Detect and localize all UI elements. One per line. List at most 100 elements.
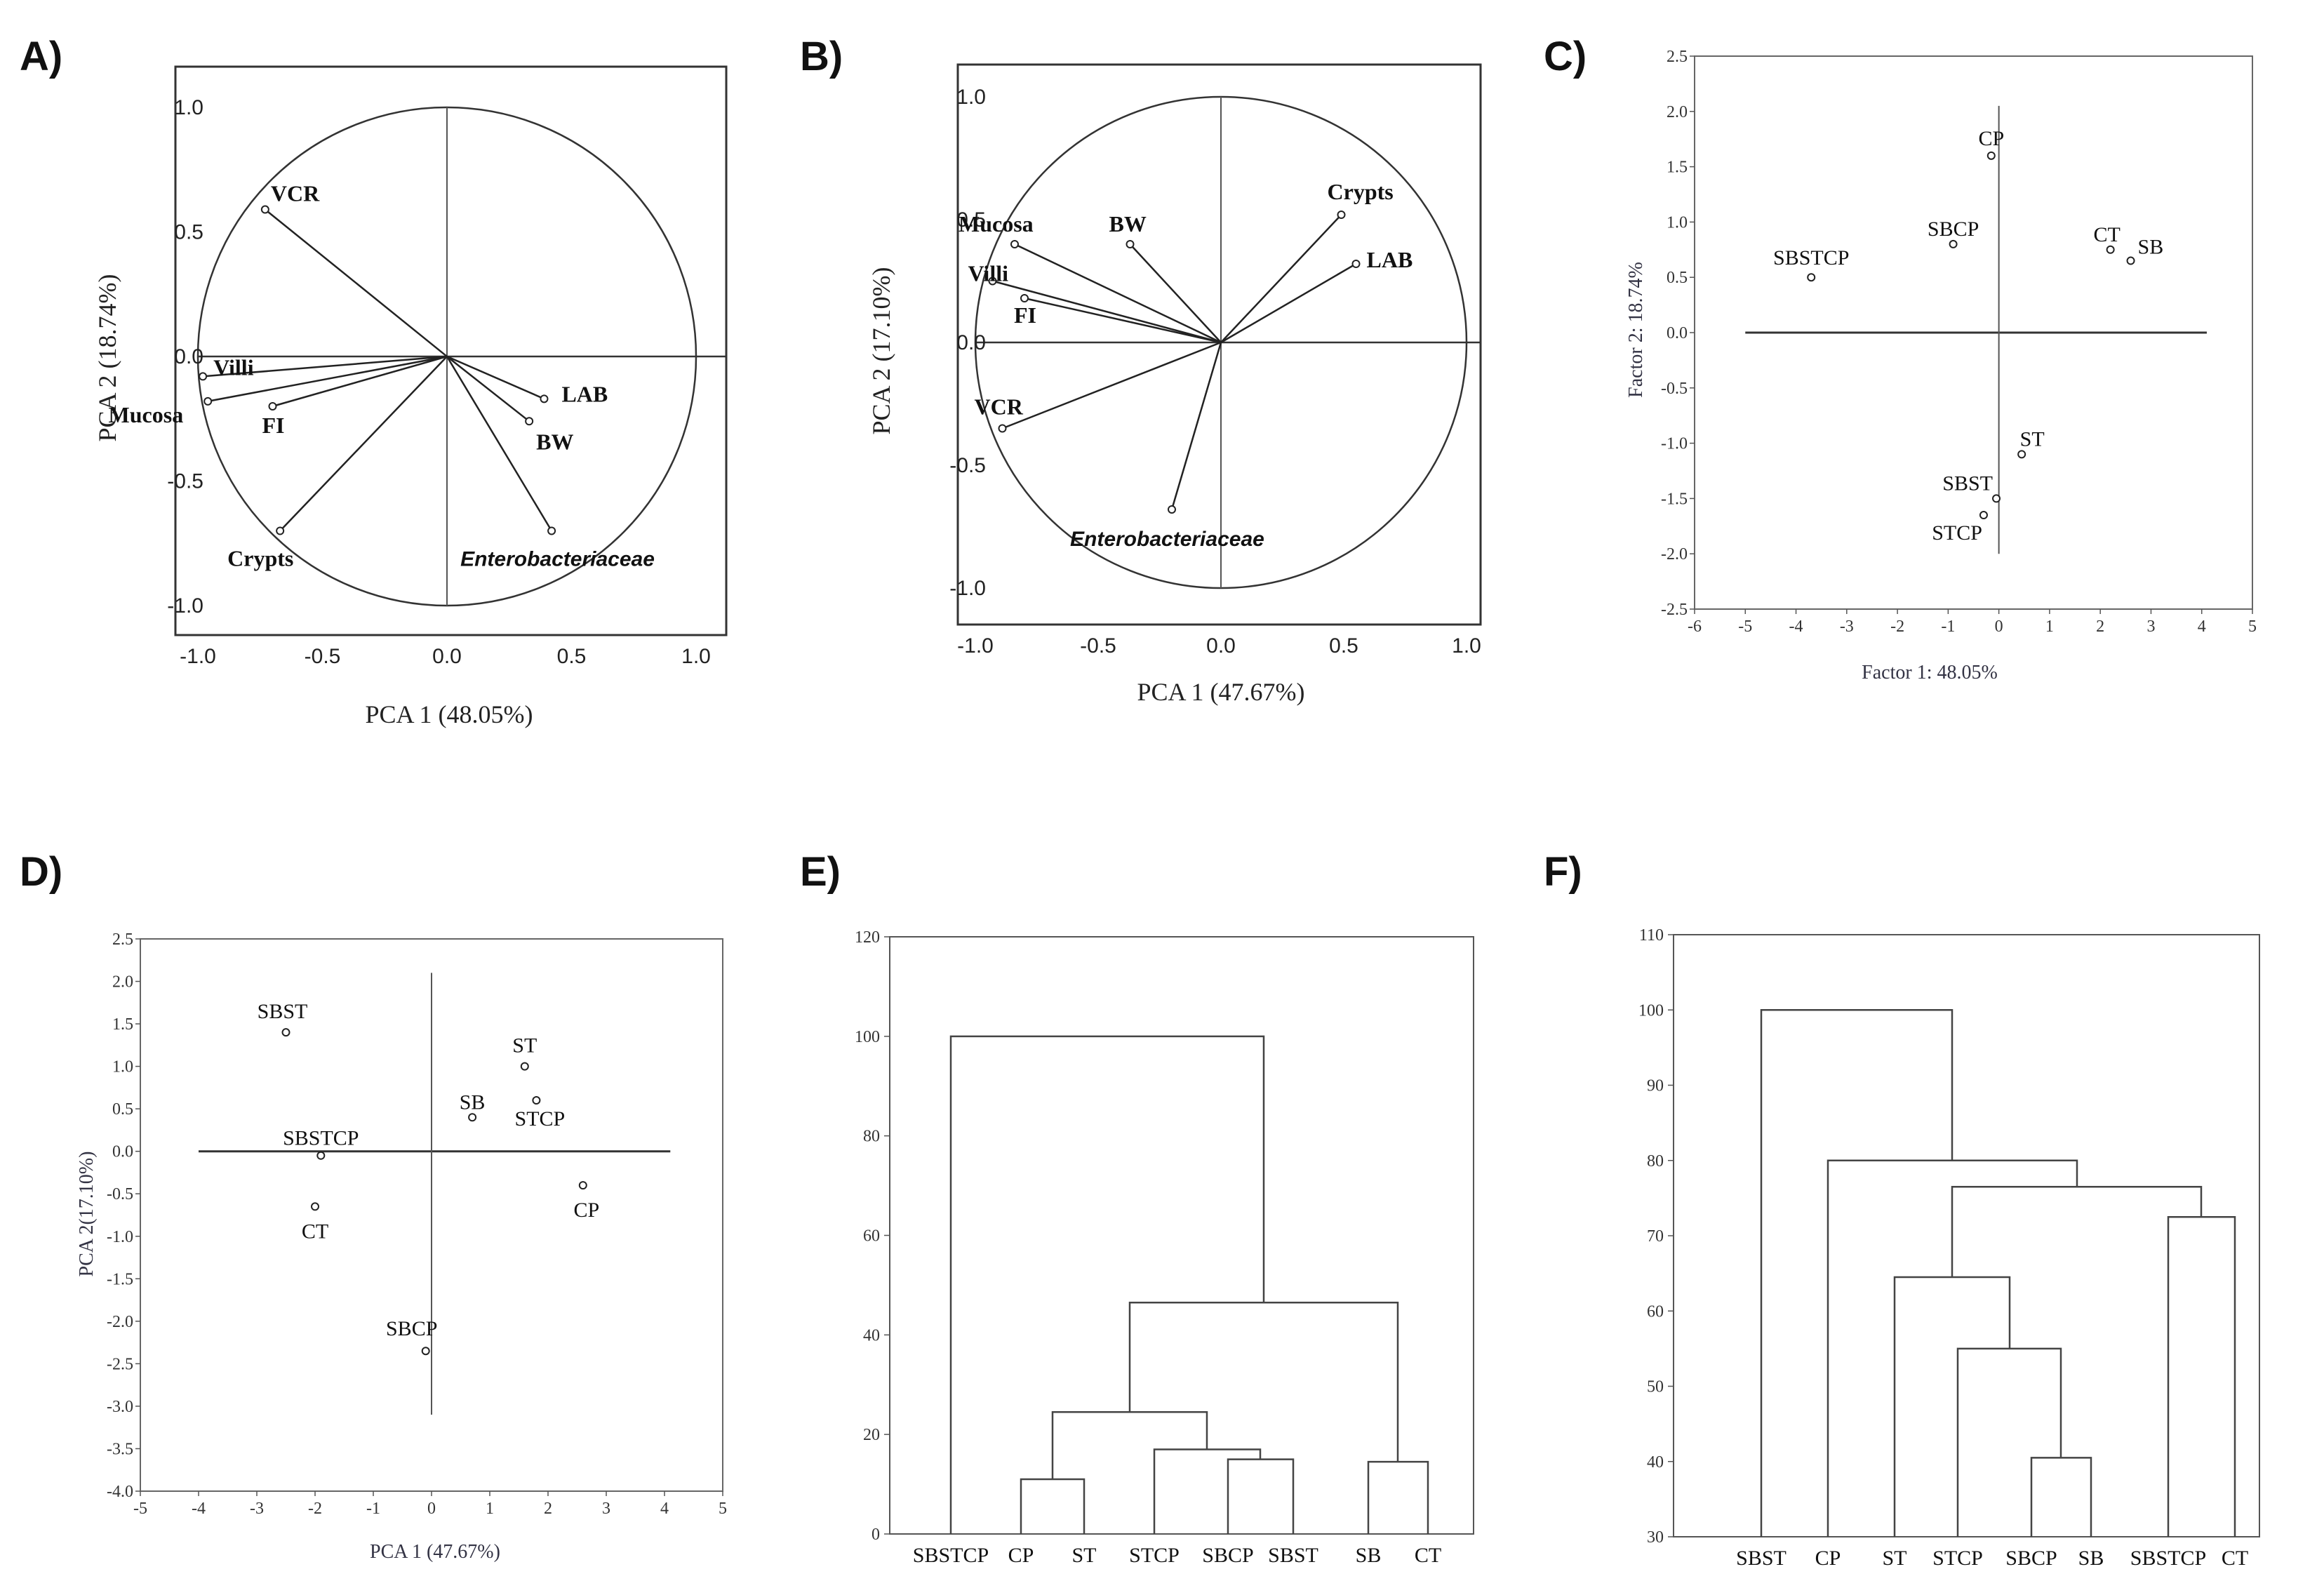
loading-label: Mucosa: [959, 211, 1034, 236]
y-tick-label: -1.0: [167, 594, 203, 618]
x-tick-label: -4: [192, 1500, 206, 1518]
x-tick-label: 0.0: [1206, 634, 1236, 658]
y-tick-label: -4.0: [107, 1483, 133, 1501]
leaf-label: SBST: [1268, 1544, 1318, 1567]
dendrogram-link: [1956, 1347, 2062, 1537]
dendrogram-link: [1951, 1186, 2203, 1277]
y-tick-label: -1.0: [949, 577, 986, 600]
y-tick-label: -0.5: [167, 470, 203, 493]
loading-label: Mucosa: [109, 402, 184, 427]
loading-vector: [992, 280, 1222, 344]
x-tick-label: 0.5: [1329, 634, 1358, 658]
panel-b: B) -1.0 -0.5 0.0 0.5 1.0 1.0 0.5 0.0 -0.5 -1.0 Cry…: [800, 34, 1482, 706]
leaf-label: CP: [1008, 1544, 1034, 1567]
loading-vector: [1220, 262, 1357, 344]
x-tick-label: 0: [1995, 618, 2003, 636]
score-point: [281, 1028, 290, 1037]
dendrogram-link: [2167, 1215, 2236, 1537]
score-point: [316, 1151, 326, 1160]
panel-e-label: E): [800, 849, 841, 895]
dendrogram-link: [1020, 1478, 1086, 1534]
y-tick-label: 20: [863, 1426, 880, 1444]
y-tick-label: 0.5: [174, 221, 203, 244]
x-tick-label: -2: [1890, 618, 1904, 636]
leaf-label: ST: [1071, 1544, 1096, 1567]
x-tick-label: -0.5: [1080, 634, 1116, 658]
loading-label: Enterobacteriaceae: [1070, 528, 1264, 551]
score-label: SBSTCP: [1773, 246, 1849, 269]
loading-point: [203, 396, 213, 406]
panel-c-ylabel: Factor 2: 18.74%: [1625, 262, 1647, 398]
leaf-label: SB: [1356, 1544, 1382, 1567]
score-point: [1807, 273, 1816, 282]
score-label: STCP: [515, 1107, 566, 1130]
score-point: [1979, 511, 1988, 520]
x-tick-label: -2: [308, 1500, 322, 1518]
y-tick-label: -3.0: [107, 1398, 133, 1416]
y-tick-label: 2.5: [112, 930, 133, 949]
x-tick-label: 1.0: [1452, 634, 1481, 658]
leaf-label: SBST: [1736, 1547, 1787, 1570]
score-point: [532, 1096, 541, 1105]
y-tick-label: 120: [855, 928, 880, 947]
score-point: [421, 1347, 430, 1356]
score-point: [2106, 245, 2115, 254]
loading-label: Villi: [968, 261, 1009, 286]
score-label: CP: [1978, 127, 2004, 150]
y-tick-label: 2.5: [1667, 48, 1688, 66]
y-tick-label: -1.0: [1661, 435, 1688, 453]
y-tick-label: 1.0: [112, 1058, 133, 1076]
y-tick-label: 40: [863, 1326, 880, 1345]
y-tick-label: -1.5: [1661, 490, 1688, 508]
panel-b-label: B): [800, 34, 843, 79]
plot-frame: [174, 65, 728, 636]
dendrogram-link: [949, 1035, 1265, 1534]
y-tick-label: -1.5: [107, 1270, 133, 1288]
x-tick-label: 5: [719, 1500, 727, 1518]
loading-label: Enterobacteriaceae: [460, 548, 655, 571]
x-tick-label: -4: [1789, 618, 1803, 636]
y-tick-label: 1.0: [174, 96, 203, 119]
x-tick-label: -3: [250, 1500, 264, 1518]
dendrogram-link: [2030, 1457, 2092, 1537]
loading-vector: [1014, 243, 1222, 344]
x-tick-label: 4: [2198, 618, 2206, 636]
panel-c-label: C): [1544, 34, 1587, 79]
y-tick-label: 110: [1639, 926, 1664, 945]
plot-frame: [956, 63, 1482, 626]
loading-label: BW: [536, 429, 573, 454]
panel-d-xlabel: PCA 1 (47.67%): [370, 1541, 500, 1563]
loading-point: [260, 205, 269, 214]
panel-c: C) -6 -5 -4 -3 -2 -1 0 1 2 3 4 5 2.5 2.0 1.5 1.0 0.5 0.0 -…: [1544, 34, 2257, 683]
score-point: [311, 1202, 319, 1211]
panel-a-xlabel: PCA 1 (48.05%): [365, 700, 533, 728]
panel-a-ylabel: PCA 2 (18.74%): [93, 274, 121, 441]
y-tick-label: 0.5: [112, 1100, 133, 1119]
leaf-label: STCP: [1129, 1544, 1180, 1567]
x-tick-label: -1: [1941, 618, 1955, 636]
y-tick-label: 0.0: [174, 345, 203, 368]
y-tick-label: -0.5: [107, 1185, 133, 1203]
y-tick-label: -0.5: [1661, 380, 1688, 398]
score-point: [1992, 494, 2001, 503]
y-tick-label: 100: [1638, 1001, 1664, 1020]
loading-point: [998, 424, 1007, 433]
y-tick-label: 0.0: [112, 1143, 133, 1161]
x-tick-label: -0.5: [305, 645, 341, 668]
dendrogram-link: [1227, 1458, 1295, 1534]
loading-vector: [446, 356, 530, 422]
y-tick-label: 1.5: [1667, 159, 1688, 177]
leaf-label: CT: [1415, 1544, 1441, 1567]
score-point: [520, 1062, 529, 1071]
x-tick-label: -6: [1688, 618, 1702, 636]
leaf-label: SBSTCP: [913, 1544, 989, 1567]
loading-vector: [1024, 297, 1222, 344]
x-tick-label: 0.0: [432, 645, 462, 668]
loading-point: [276, 526, 285, 535]
dendrogram-link: [1760, 1009, 1954, 1537]
score-point: [2017, 450, 2026, 459]
loading-label: LAB: [561, 381, 608, 406]
loading-vector: [1002, 341, 1222, 429]
